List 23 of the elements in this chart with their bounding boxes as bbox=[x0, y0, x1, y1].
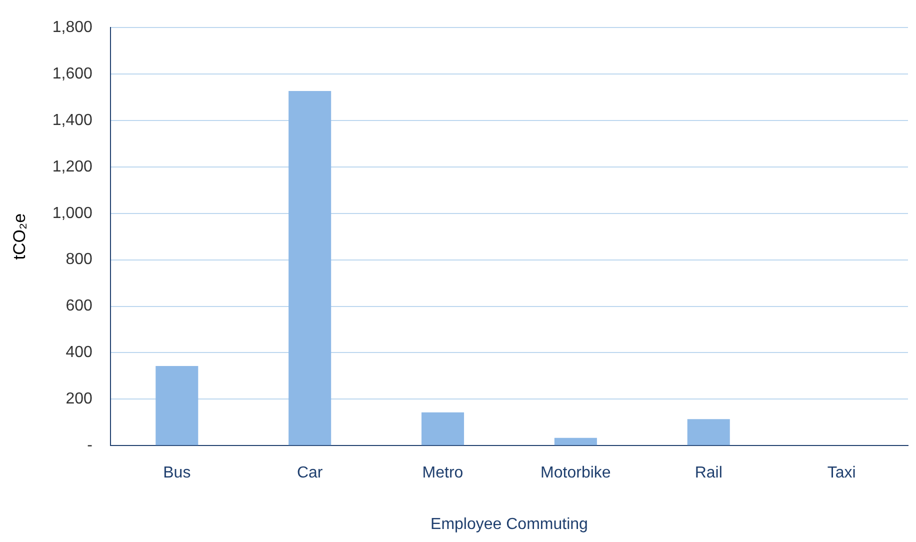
y-tick-label: 400 bbox=[66, 344, 93, 362]
y-tick-label: 600 bbox=[66, 298, 93, 315]
x-tick-label: Taxi bbox=[827, 464, 856, 482]
x-tick-label: Car bbox=[296, 464, 324, 482]
y-tick-label: 200 bbox=[66, 390, 93, 408]
y-tick-label: 1,600 bbox=[52, 65, 93, 82]
y-tick-label: 800 bbox=[66, 251, 93, 268]
bar bbox=[554, 438, 597, 446]
x-tick-label: Metro bbox=[422, 464, 464, 482]
x-axis-title: Employee Commuting bbox=[430, 516, 588, 533]
bar bbox=[421, 412, 464, 446]
bar bbox=[156, 366, 198, 446]
x-tick-label: Motorbike bbox=[540, 464, 611, 482]
bar bbox=[687, 419, 730, 446]
y-axis-title: tCO₂e bbox=[10, 213, 29, 260]
x-tick-label: Rail bbox=[694, 464, 722, 482]
bar bbox=[288, 90, 332, 446]
y-tick-label: 1,200 bbox=[52, 158, 93, 176]
y-tick-label: - bbox=[87, 437, 92, 454]
y-tick-label: 1,800 bbox=[52, 19, 93, 36]
y-tick-label: 1,400 bbox=[52, 112, 93, 129]
y-tick-label: 1,000 bbox=[52, 204, 93, 222]
x-tick-label: Bus bbox=[163, 464, 191, 482]
